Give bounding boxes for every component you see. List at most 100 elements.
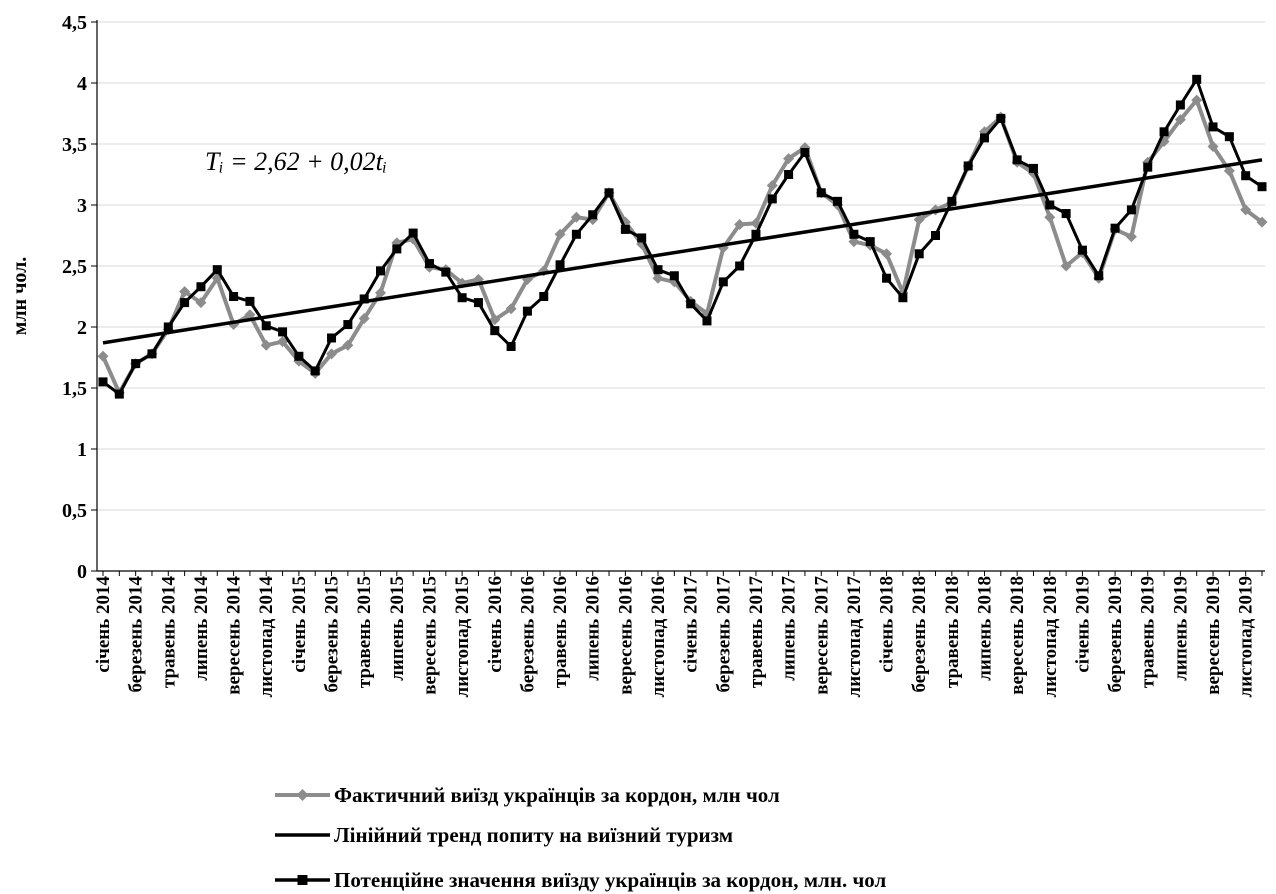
legend-label: Лінійний тренд попиту на виїзний туризм	[334, 823, 733, 847]
point-potential	[376, 266, 386, 276]
x-tick-label: вересень 2014	[224, 576, 245, 695]
x-tick-label: травень 2017	[746, 576, 767, 689]
point-potential	[571, 229, 581, 239]
point-potential	[1045, 200, 1055, 210]
point-factual	[97, 350, 109, 362]
point-factual	[260, 339, 272, 351]
point-potential	[1012, 155, 1022, 165]
point-potential	[620, 224, 630, 234]
x-tick-label: вересень 2015	[419, 576, 440, 695]
point-potential	[180, 298, 190, 308]
point-potential	[833, 196, 843, 206]
point-potential	[931, 231, 941, 240]
x-tick-labels: січень 2014 березень 2014 травень 2014 липе…	[93, 576, 1257, 698]
x-tick-label: травень 2015	[354, 576, 375, 688]
x-tick-label: липень 2016	[583, 576, 604, 681]
legend-marker-square	[297, 875, 308, 885]
point-potential	[212, 265, 222, 275]
point-potential	[1241, 171, 1251, 181]
series-line-potential	[102, 77, 1263, 396]
y-tick-label: 2	[77, 317, 87, 339]
point-factual	[277, 336, 289, 348]
legend-label: Потенційне значення виїзду українців за …	[334, 868, 887, 892]
point-factual	[1125, 231, 1137, 243]
y-gridlines	[97, 21, 1265, 511]
point-potential	[359, 294, 369, 304]
point-factual	[326, 348, 338, 360]
point-potential	[343, 320, 353, 330]
point-potential	[147, 349, 157, 359]
series-line-trend	[102, 158, 1263, 345]
x-tick-label: липень 2015	[387, 576, 408, 681]
x-tick-label: січень 2015	[289, 576, 310, 673]
y-tick-label: 0	[77, 561, 87, 583]
x-tick-label: січень 2018	[877, 576, 898, 673]
point-potential	[898, 293, 908, 303]
point-potential	[849, 229, 859, 239]
point-factual	[179, 286, 191, 298]
y-tick-label: 3,5	[62, 134, 87, 156]
trend-equation: Tᵢ = 2,62 + 0,02tᵢ	[205, 147, 387, 176]
point-potential	[506, 342, 516, 352]
point-potential	[294, 351, 304, 361]
point-potential	[1192, 74, 1202, 84]
point-potential	[278, 327, 288, 337]
point-potential	[963, 161, 973, 171]
point-potential	[490, 326, 500, 336]
x-tick-label: липень 2014	[191, 576, 212, 681]
point-factual	[570, 211, 582, 223]
x-tick-label: січень 2019	[1072, 576, 1093, 673]
x-tick-label: листопад 2017	[844, 576, 865, 698]
point-factual	[734, 219, 746, 231]
point-potential	[784, 170, 794, 179]
point-potential	[163, 322, 173, 332]
point-factual	[375, 287, 387, 299]
y-tick-labels: 0 0,5 1 1,5 2 2,5 3 3,5 4 4,5	[62, 12, 87, 583]
point-factual	[195, 297, 207, 309]
y-tick-label: 4	[77, 73, 87, 95]
legend-marker-diamond	[296, 789, 309, 801]
point-potential	[816, 188, 826, 198]
x-tick-label: січень 2017	[681, 576, 702, 673]
point-potential	[555, 260, 565, 270]
x-tick-label: вересень 2017	[811, 576, 832, 695]
point-potential	[114, 389, 124, 399]
point-potential	[686, 299, 696, 309]
x-tick-label: листопад 2014	[256, 576, 277, 698]
point-potential	[604, 188, 614, 198]
point-potential	[473, 298, 483, 308]
point-potential	[261, 321, 271, 331]
point-potential	[588, 210, 598, 220]
y-tick-label: 1	[77, 439, 87, 461]
point-factual	[652, 272, 664, 284]
point-factual	[505, 303, 517, 315]
point-potential	[522, 306, 532, 316]
point-potential	[865, 237, 875, 247]
x-tick-label: травень 2014	[158, 576, 179, 689]
point-potential	[637, 233, 647, 243]
x-tick-label: травень 2018	[942, 576, 963, 688]
point-potential	[1224, 132, 1234, 142]
point-potential	[310, 366, 320, 376]
y-tick-label: 1,5	[62, 378, 87, 400]
point-potential	[1126, 205, 1136, 215]
x-tick-label: січень 2014	[93, 576, 114, 673]
point-factual	[1191, 94, 1203, 106]
point-potential	[1061, 209, 1071, 219]
point-potential	[229, 292, 239, 301]
point-potential	[131, 359, 141, 369]
point-factual	[1044, 211, 1056, 223]
x-tick-label: березень 2018	[909, 576, 930, 693]
point-potential	[751, 229, 761, 239]
point-potential	[1159, 127, 1169, 137]
point-factual	[358, 312, 370, 324]
point-potential	[408, 228, 418, 238]
x-tick-label: березень 2014	[126, 576, 147, 693]
point-factual	[1207, 140, 1219, 152]
x-tick-label: липень 2017	[779, 576, 800, 681]
point-factual	[554, 228, 566, 240]
point-potential	[1110, 223, 1120, 233]
point-potential	[996, 113, 1006, 123]
point-potential	[1077, 245, 1087, 255]
point-potential	[1094, 271, 1104, 281]
